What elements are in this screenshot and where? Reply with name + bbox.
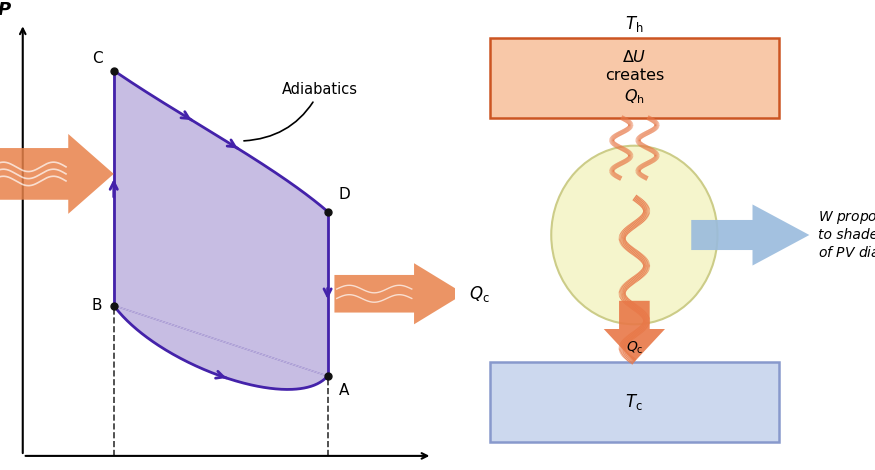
Text: P: P bbox=[0, 1, 11, 19]
Text: D: D bbox=[339, 187, 351, 202]
Text: $Q_\mathrm{c}$: $Q_\mathrm{c}$ bbox=[626, 340, 643, 356]
Text: $W$ proportional
to shaded area
of $PV$ diagram: $W$ proportional to shaded area of $PV$ … bbox=[818, 208, 875, 262]
Polygon shape bbox=[691, 204, 809, 266]
Circle shape bbox=[551, 146, 718, 324]
FancyBboxPatch shape bbox=[490, 38, 779, 118]
Text: B: B bbox=[92, 298, 102, 313]
Text: $Q_\mathrm{c}$: $Q_\mathrm{c}$ bbox=[469, 284, 489, 304]
Polygon shape bbox=[604, 301, 665, 362]
Polygon shape bbox=[0, 134, 114, 214]
Polygon shape bbox=[114, 70, 327, 390]
Text: Adiabatics: Adiabatics bbox=[244, 82, 358, 141]
Text: $\Delta U$
creates
$Q_\mathrm{h}$: $\Delta U$ creates $Q_\mathrm{h}$ bbox=[605, 49, 664, 106]
FancyBboxPatch shape bbox=[490, 362, 779, 442]
Text: C: C bbox=[92, 51, 102, 66]
Polygon shape bbox=[334, 263, 464, 324]
Text: A: A bbox=[339, 383, 349, 398]
Text: $T_\mathrm{c}$: $T_\mathrm{c}$ bbox=[626, 392, 643, 412]
Text: $T_\mathrm{h}$: $T_\mathrm{h}$ bbox=[625, 14, 644, 33]
